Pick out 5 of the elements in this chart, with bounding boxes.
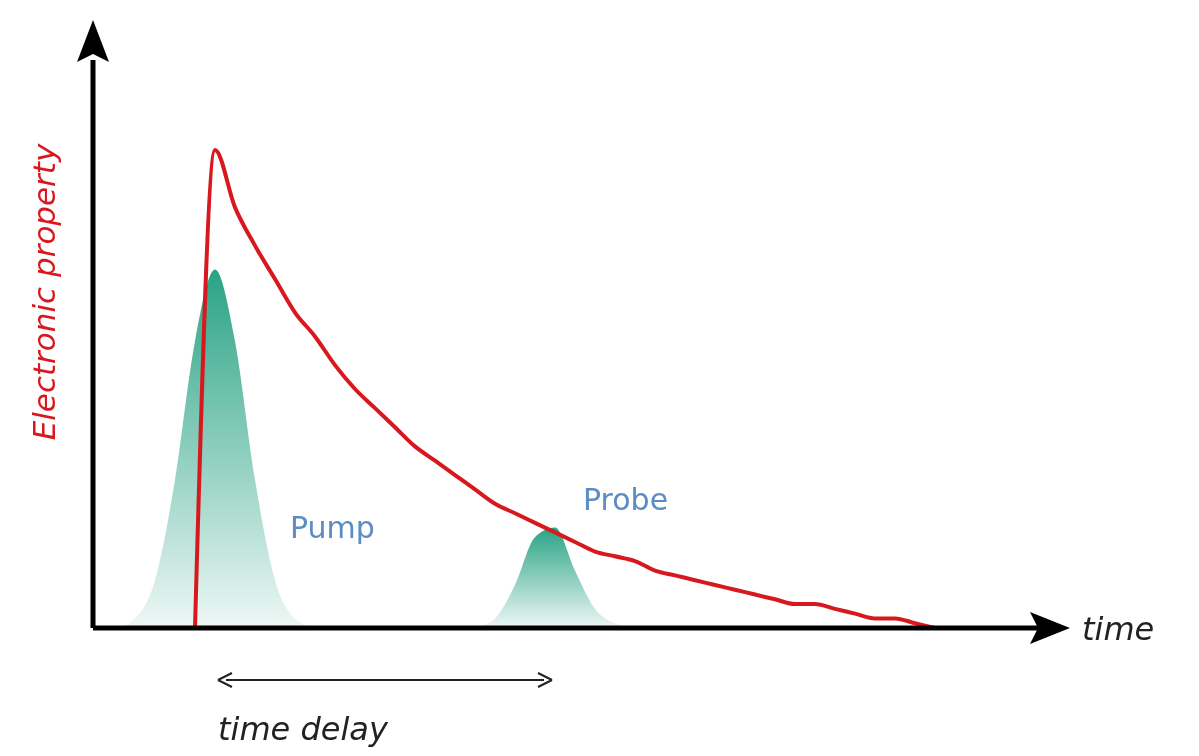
- text: time delay: [218, 710, 389, 748]
- series-label: Pump: [290, 510, 375, 546]
- series-label: Probe: [583, 481, 669, 517]
- y-axis-title: Electronic property: [26, 142, 62, 441]
- x-axis-title: time: [1082, 610, 1155, 648]
